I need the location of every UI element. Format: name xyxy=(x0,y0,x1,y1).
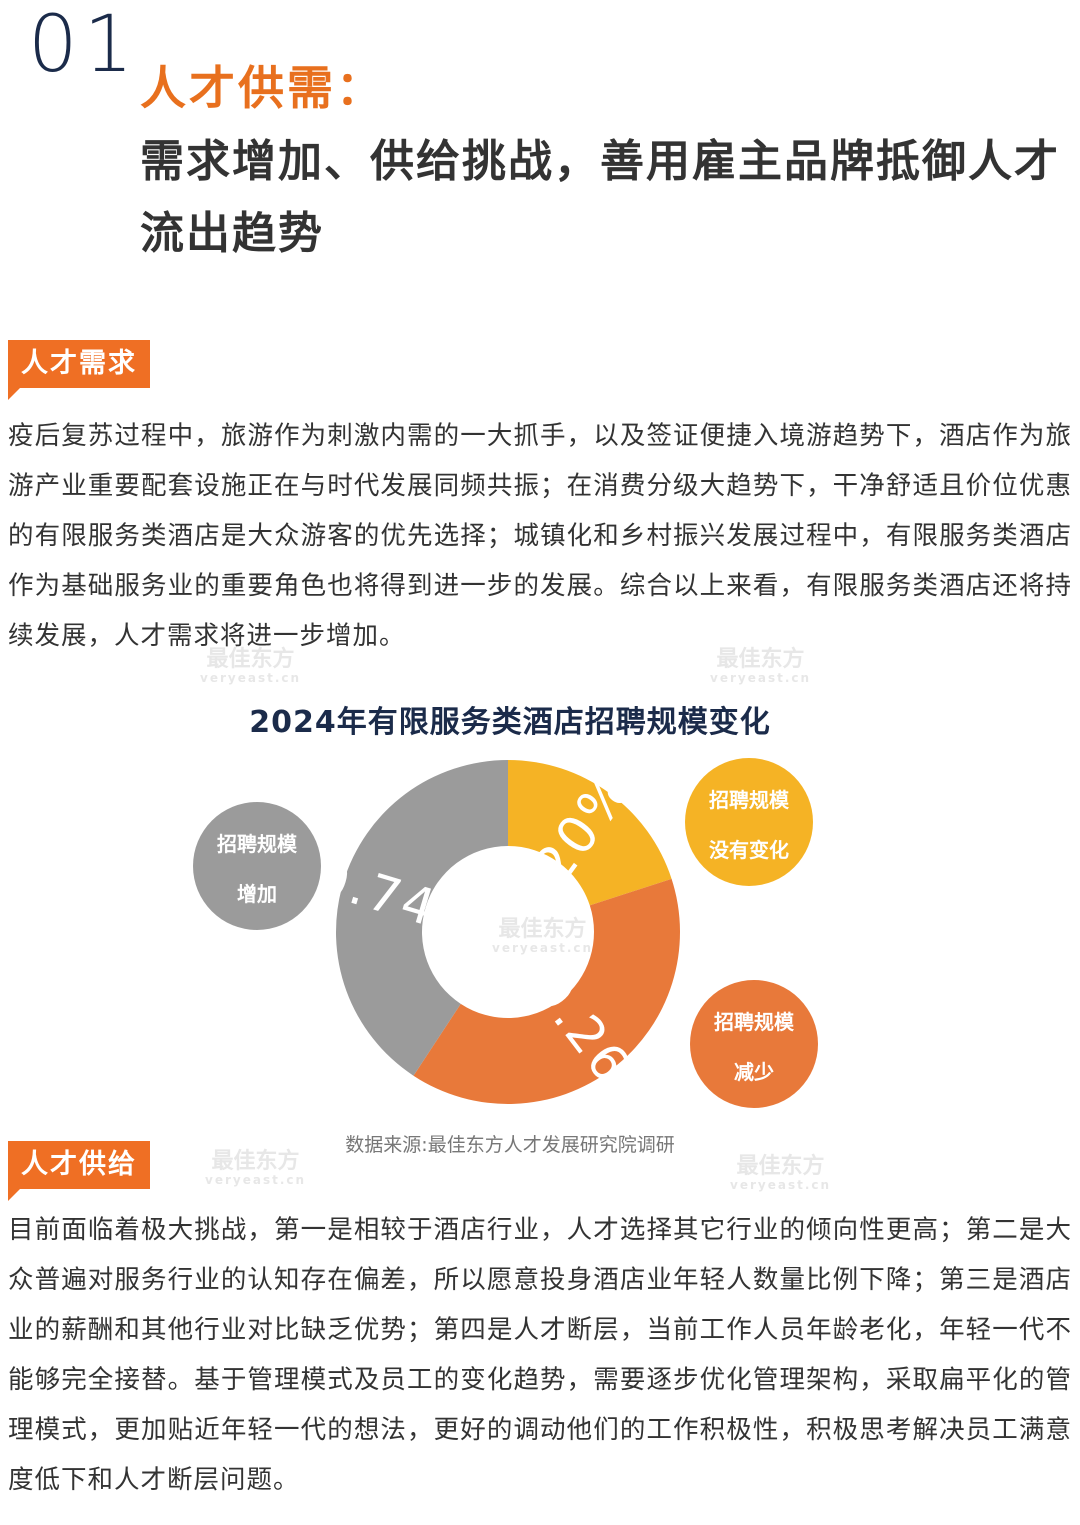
chart-source: 数据来源:最佳东方人才发展研究院调研 xyxy=(345,1134,675,1156)
legend-bubble xyxy=(685,758,813,886)
supply-tag: 人才供给 xyxy=(8,1141,150,1201)
legend-bubble xyxy=(690,980,818,1108)
donut-slice xyxy=(508,760,672,906)
legend-bubble-label: 增加 xyxy=(237,882,277,906)
donut-slice xyxy=(336,760,508,1076)
demand-paragraph: 疫后复苏过程中，旅游作为刺激内需的一大抓手，以及签证便捷入境游趋势下，酒店作为旅… xyxy=(8,421,1072,651)
legend-bubble-label: 没有变化 xyxy=(709,838,789,862)
section-kicker: 人才供需： xyxy=(140,61,385,115)
watermark: 最佳东方 veryeast.cn xyxy=(205,1149,307,1188)
legend-bubble-label: 招聘规模 xyxy=(217,832,298,856)
legend-bubble xyxy=(193,802,321,930)
section-title: 需求增加、供给挑战，善用雇主品牌抵御人才流出趋势 xyxy=(140,136,1060,259)
demand-tag: 人才需求 xyxy=(8,340,150,400)
legend-bubble-label: 招聘规模 xyxy=(709,788,790,812)
watermark: 最佳东方 veryeast.cn xyxy=(492,917,594,956)
watermark: 最佳东方 veryeast.cn xyxy=(200,647,302,686)
section-number: 01 xyxy=(28,0,140,90)
watermark: 最佳东方 veryeast.cn xyxy=(730,1154,832,1193)
legend-bubble-label: 招聘规模 xyxy=(714,1010,795,1034)
chart-title: 2024年有限服务类酒店招聘规模变化 xyxy=(249,705,771,740)
watermark: 最佳东方 veryeast.cn xyxy=(710,647,812,686)
legend-bubble-label: 减少 xyxy=(734,1060,774,1084)
supply-paragraph: 目前面临着极大挑战，第一是相较于酒店行业，人才选择其它行业的倾向性更高；第二是大… xyxy=(8,1215,1072,1495)
donut-slice xyxy=(413,878,680,1104)
